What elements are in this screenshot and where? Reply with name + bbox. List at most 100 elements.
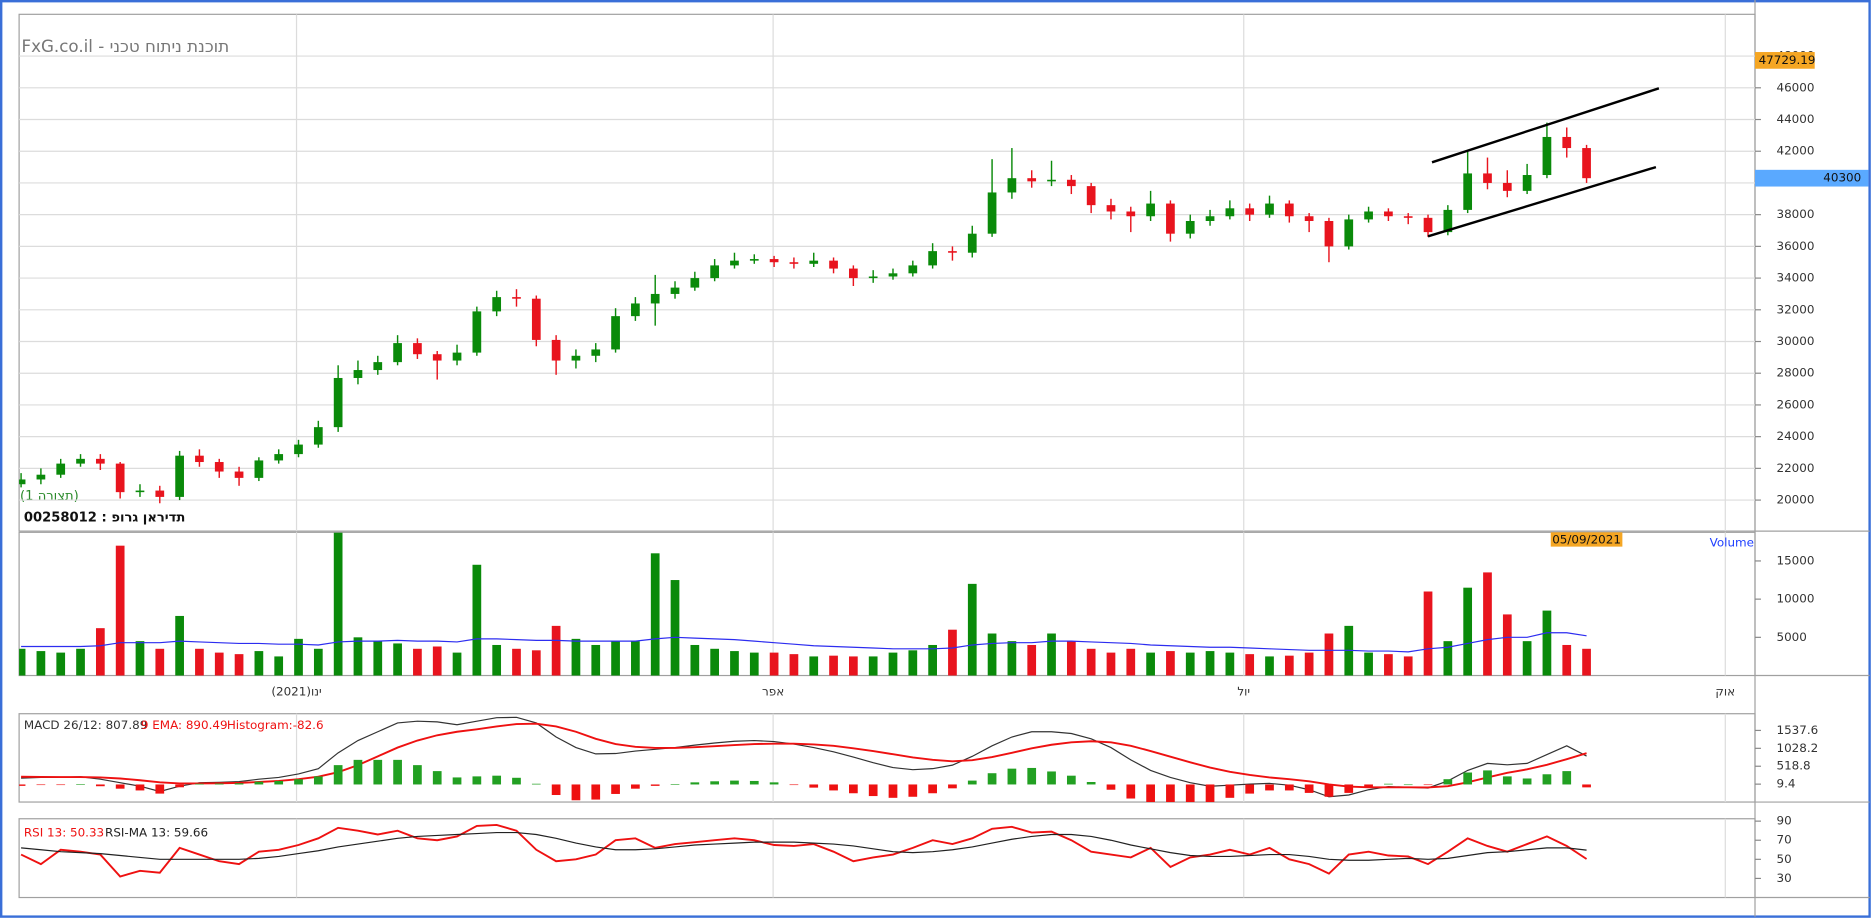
bar — [829, 655, 838, 676]
candle-body — [967, 233, 977, 253]
bar — [373, 759, 383, 785]
candle-body — [1384, 211, 1393, 217]
bar — [631, 641, 640, 676]
bar — [1265, 656, 1274, 676]
bar — [512, 648, 521, 676]
candle-body — [1582, 148, 1591, 179]
bar — [551, 784, 561, 796]
bar — [432, 771, 442, 785]
candle-body — [868, 276, 878, 279]
candle-body — [56, 463, 66, 475]
x-tick-label: יול — [1237, 685, 1250, 699]
candle-body — [531, 298, 541, 340]
bar — [452, 777, 462, 785]
bar — [155, 648, 165, 676]
candle-body — [1542, 136, 1552, 176]
candle-body — [1364, 211, 1373, 220]
candle-body — [1265, 203, 1274, 215]
candle-body — [1166, 203, 1175, 234]
bar — [730, 780, 739, 785]
bar — [512, 777, 521, 785]
bar — [432, 646, 442, 676]
candle-body — [1324, 220, 1334, 247]
candle-body — [1205, 216, 1215, 221]
bar — [274, 656, 284, 676]
bar — [1106, 784, 1116, 790]
y-tick-label: 36000 — [1776, 239, 1814, 253]
line — [20, 823, 1588, 878]
bar — [710, 648, 720, 676]
bar — [1403, 656, 1413, 676]
legend-entry: RSI 13: 50.33 — [24, 826, 104, 840]
legend-entry: 9 EMA: 890.49 — [141, 718, 228, 732]
bar — [234, 654, 244, 676]
candle-body — [274, 454, 284, 461]
bar — [868, 656, 878, 676]
bar — [809, 656, 819, 676]
bar — [1324, 633, 1334, 676]
candle-body — [1146, 203, 1155, 217]
bar — [1522, 641, 1532, 676]
y-tick-label: 38000 — [1776, 207, 1814, 221]
candle-body — [571, 355, 581, 361]
candle-body — [234, 471, 244, 478]
candle-body — [1304, 216, 1314, 221]
candle-body — [1027, 178, 1037, 182]
candle-body — [650, 293, 660, 304]
bar — [472, 776, 482, 785]
bar — [591, 784, 601, 800]
candle-body — [115, 463, 125, 493]
bar — [611, 641, 620, 676]
bar — [987, 773, 997, 785]
price-marker-label: 47729.19 — [1759, 53, 1816, 67]
bar — [1364, 652, 1373, 676]
bar — [393, 759, 402, 785]
bar — [1423, 591, 1433, 676]
bar — [987, 633, 997, 676]
candle-body — [1225, 208, 1235, 217]
y-tick-label: 42000 — [1776, 144, 1814, 158]
y-tick-label: 518.8 — [1776, 759, 1810, 773]
candle-body — [1086, 186, 1096, 206]
bar — [1284, 784, 1294, 791]
candle-body — [849, 268, 858, 279]
candle-body — [19, 479, 26, 485]
candle-body — [551, 339, 561, 361]
x-tick-label: אפר — [762, 685, 784, 699]
bar — [1007, 768, 1017, 785]
line — [21, 632, 1587, 653]
bar — [1502, 614, 1512, 676]
bar — [1245, 654, 1255, 676]
bar — [789, 784, 799, 786]
bar — [413, 765, 422, 785]
bar — [948, 629, 957, 676]
bar — [1007, 641, 1017, 676]
bar — [650, 553, 660, 676]
bar — [254, 781, 264, 785]
bar — [333, 532, 343, 676]
bar — [1047, 771, 1056, 785]
bar — [551, 625, 561, 676]
bar — [749, 652, 759, 676]
line — [21, 831, 1587, 861]
candle-body — [1483, 173, 1492, 183]
bar — [472, 564, 482, 676]
bar — [1185, 784, 1195, 803]
bar — [1166, 784, 1175, 803]
bar — [1284, 655, 1294, 676]
bar — [1205, 784, 1215, 803]
bar — [1225, 652, 1235, 676]
y-tick-label: 15000 — [1776, 553, 1814, 567]
bar — [195, 783, 204, 785]
bar — [1304, 784, 1314, 793]
candle-body — [155, 490, 165, 497]
y-tick-label: 90 — [1776, 814, 1791, 828]
candle-body — [135, 490, 145, 493]
bar — [115, 545, 125, 676]
candle-body — [254, 460, 264, 478]
candle-body — [749, 259, 759, 261]
legend-entry: Histogram:-82.6 — [227, 718, 324, 732]
bar — [1225, 784, 1235, 798]
bar — [769, 652, 779, 676]
